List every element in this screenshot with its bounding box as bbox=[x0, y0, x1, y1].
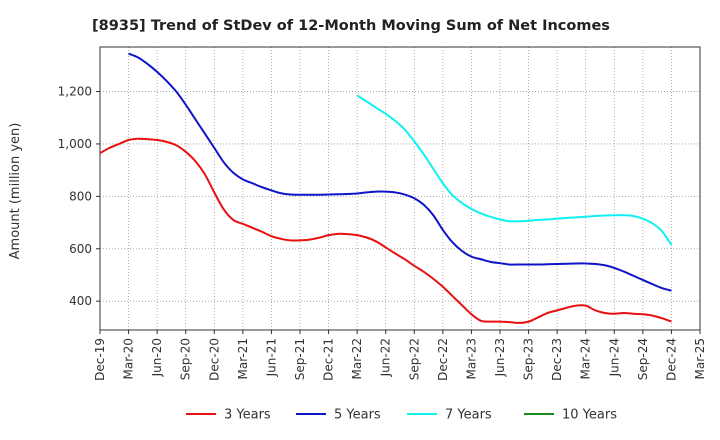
series-lines bbox=[99, 52, 673, 324]
legend-label-7-years: 7 Years bbox=[445, 408, 492, 423]
legend-label-5-years: 5 Years bbox=[334, 408, 381, 423]
y-tick-label: 800 bbox=[69, 189, 92, 203]
x-axis-ticks: Dec-19 Mar-20 Jun-20 Sep-20 Dec-20 Mar-21 Jun-… bbox=[93, 330, 707, 381]
y-tick-label: 600 bbox=[69, 242, 92, 256]
chart-title: [8935] Trend of StDev of 12-Month Moving… bbox=[92, 18, 610, 34]
x-tick-label: Dec-20 bbox=[207, 338, 221, 381]
x-tick-label: Sep-21 bbox=[293, 338, 307, 380]
series-line-7-years bbox=[356, 94, 673, 246]
x-tick-label: Mar-25 bbox=[693, 338, 707, 379]
x-tick-label: Mar-23 bbox=[464, 338, 478, 379]
x-tick-label: Dec-24 bbox=[664, 338, 678, 381]
series-line-5-years bbox=[128, 52, 672, 292]
x-tick-label: Jun-20 bbox=[150, 338, 164, 377]
x-tick-label: Dec-22 bbox=[436, 338, 450, 381]
x-tick-label: Jun-22 bbox=[379, 338, 393, 377]
y-tick-label: 1,000 bbox=[58, 137, 92, 151]
legend-label-10-years: 10 Years bbox=[562, 408, 617, 423]
series-line-3-years bbox=[99, 137, 672, 324]
y-axis-title: Amount (million yen) bbox=[8, 123, 23, 260]
x-tick-label: Sep-20 bbox=[179, 338, 193, 380]
x-tick-label: Jun-23 bbox=[493, 338, 507, 377]
gridlines bbox=[100, 47, 700, 330]
y-tick-label: 400 bbox=[69, 294, 92, 308]
x-tick-label: Mar-20 bbox=[122, 338, 136, 379]
legend-label-3-years: 3 Years bbox=[224, 408, 271, 423]
x-tick-label: Mar-24 bbox=[579, 338, 593, 379]
x-tick-label: Sep-23 bbox=[522, 338, 536, 380]
x-tick-label: Mar-22 bbox=[350, 338, 364, 379]
x-tick-label: Sep-22 bbox=[407, 338, 421, 380]
x-tick-label: Jun-24 bbox=[607, 338, 621, 377]
x-tick-label: Dec-19 bbox=[93, 338, 107, 381]
x-tick-label: Dec-23 bbox=[550, 338, 564, 381]
y-axis-ticks: 400 600 800 1,000 1,200 bbox=[58, 85, 100, 308]
plot-area bbox=[99, 46, 701, 331]
y-tick-label: 1,200 bbox=[58, 85, 92, 99]
x-tick-label: Jun-21 bbox=[264, 338, 278, 377]
x-tick-label: Sep-24 bbox=[636, 338, 650, 380]
legend: 3 Years 5 Years 7 Years 10 Years bbox=[186, 408, 617, 423]
x-tick-label: Mar-21 bbox=[236, 338, 250, 379]
x-tick-label: Dec-21 bbox=[322, 338, 336, 381]
